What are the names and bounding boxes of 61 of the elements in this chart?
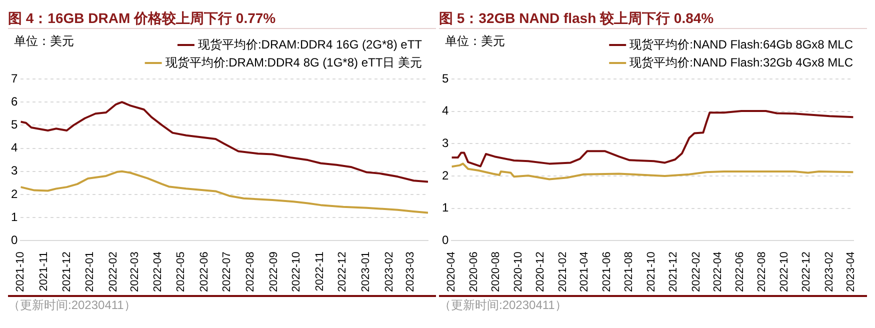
x-tick-label: 2023-02 (383, 252, 396, 292)
y-axis-title: 单位：美元 (445, 33, 505, 50)
y-axis-title: 单位：美元 (14, 33, 74, 50)
legend-label: 现货平均价:NAND Flash:64Gb 8Gx8 MLC (630, 37, 854, 52)
y-tick-label: 2 (442, 168, 449, 182)
x-tick-label: 2022-02 (108, 252, 120, 292)
legend-label: 现货平均价:DRAM:DDR4 8G (1G*8) eTT日 美元 (165, 55, 422, 70)
x-tick-label: 2023-04 (844, 252, 857, 292)
y-tick-label: 1 (10, 210, 18, 224)
y-tick-label: 5 (442, 71, 449, 86)
x-tick-label: 2022-04 (152, 252, 164, 292)
x-tick-label: 2023-03 (404, 252, 417, 292)
x-tick-label: 2021-10 (14, 252, 27, 292)
x-tick-label: 2022-06 (734, 252, 746, 292)
x-tick-label: 2023-01 (360, 252, 372, 292)
x-tick-label: 2020-08 (490, 252, 502, 292)
x-tick-label: 2022-03 (128, 252, 141, 292)
y-tick-label: 4 (442, 104, 449, 118)
x-tick-label: 2021-06 (600, 252, 613, 292)
x-tick-label: 2021-02 (557, 252, 570, 292)
x-tick-label: 2022-02 (690, 252, 702, 292)
x-tick-label: 2020-12 (534, 252, 547, 292)
x-tick-label: 2021-04 (578, 252, 591, 292)
chart-title: 图 4：16GB DRAM 价格较上周下行 0.77% (8, 8, 436, 29)
x-tick-label: 2022-12 (336, 252, 349, 292)
x-tick-label: 2022-01 (84, 252, 96, 292)
legend-label: 现货平均价:DRAM:DDR4 16G (2G*8) eTT (198, 37, 423, 52)
y-tick-label: 7 (10, 71, 18, 86)
x-tick-label: 2021-10 (645, 252, 658, 292)
x-tick-label: 2022-09 (268, 252, 280, 292)
y-tick-label: 3 (442, 136, 449, 150)
x-tick-label: 2020-10 (512, 252, 524, 292)
y-tick-label: 5 (10, 117, 18, 132)
x-tick-label: 2022-11 (314, 252, 326, 292)
chart-title: 图 5：32GB NAND flash 较上周下行 0.84% (439, 8, 867, 29)
y-tick-label: 0 (10, 232, 18, 247)
y-tick-label: 0 (442, 232, 449, 247)
x-tick-label: 2022-06 (198, 252, 210, 292)
x-tick-label: 2021-12 (60, 252, 73, 292)
x-tick-label: 2022-08 (756, 252, 768, 292)
text: （更新时间:20230411） (8, 297, 436, 313)
x-tick-label: 2021-08 (623, 252, 636, 292)
x-tick-label: 2021-12 (668, 252, 680, 292)
legend-label: 现货平均价:NAND Flash:32Gb 4Gx8 MLC (630, 55, 854, 70)
y-tick-label: 1 (442, 200, 449, 215)
x-tick-label: 2022-05 (174, 252, 187, 292)
x-tick-label: 2022-12 (800, 252, 813, 292)
y-tick-label: 3 (10, 164, 18, 178)
x-tick-label: 2022-04 (712, 252, 724, 292)
x-tick-label: 2020-04 (446, 252, 458, 292)
x-tick-label: 2022-07 (221, 252, 234, 292)
x-tick-label: 2020-06 (468, 252, 480, 292)
x-tick-label: 2023-02 (823, 252, 836, 292)
x-tick-label: 2021-11 (38, 252, 50, 292)
y-tick-label: 4 (10, 140, 18, 155)
y-tick-label: 6 (10, 94, 18, 108)
x-tick-label: 2022-10 (778, 252, 790, 292)
x-tick-label: 2022-08 (244, 252, 256, 292)
y-tick-label: 2 (10, 186, 18, 201)
x-tick-label: 2022-10 (290, 252, 303, 292)
text: （更新时间:20230411） (439, 297, 867, 313)
